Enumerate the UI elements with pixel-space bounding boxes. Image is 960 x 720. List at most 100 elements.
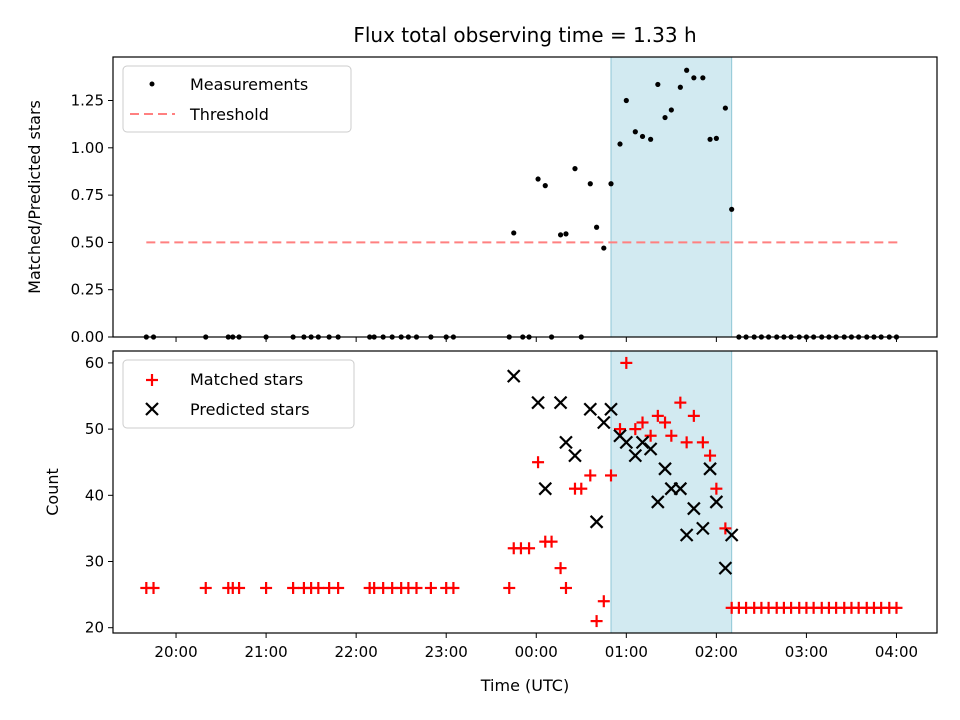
ratio-highlight-span [610, 56, 733, 338]
matched-star-point [719, 522, 732, 535]
count-legend-box [122, 359, 355, 429]
predicted-star-point [628, 448, 643, 463]
predicted-star-point [583, 402, 598, 417]
matched-star-point [503, 581, 516, 594]
count-x-tick-label: 02:00 [695, 643, 738, 661]
ratio-y-tick-label: 0.00 [71, 328, 104, 346]
matched-star-point [665, 429, 678, 442]
measurement-point [639, 133, 646, 140]
measurement-point [677, 84, 683, 90]
measurement-point [608, 181, 614, 187]
count-x-tick-label: 03:00 [785, 643, 828, 661]
matched-star-point [410, 581, 423, 594]
matched-star-point [523, 542, 536, 555]
measurement-point [557, 232, 564, 238]
count-x-tick-label: 00:00 [515, 643, 558, 661]
count-y-tick-label: 40 [85, 486, 104, 504]
ratio-y-tick-label: 1.00 [71, 139, 104, 157]
measurement-point [632, 129, 638, 135]
measurement-point [587, 181, 593, 187]
ratio-y-axis: 0.00 0.25 0.50 0.75 1.00 1.25 [71, 92, 113, 346]
predicted-star-point [619, 435, 634, 450]
predicted-star-point [553, 395, 568, 410]
count-x-tick-label: 04:00 [875, 643, 918, 661]
matched-star-point [597, 595, 610, 608]
legend-measurements-marker [149, 81, 155, 87]
matched-star-point [554, 562, 567, 575]
matched-star-point [575, 482, 588, 495]
matched-star-point [233, 581, 246, 594]
x-axis-label: Time (UTC) [480, 676, 569, 695]
measurement-point [668, 107, 674, 113]
measurement-point [563, 231, 569, 237]
ratio-y-tick-label: 0.50 [71, 233, 104, 251]
measurement-point [535, 176, 541, 182]
matched-star-point [199, 581, 212, 594]
matched-star-point [680, 436, 693, 449]
predicted-star-point [568, 448, 582, 463]
measurement-point [511, 230, 517, 236]
measurement-point [707, 136, 713, 142]
legend-matched-label: Matched stars [190, 370, 303, 389]
predicted-stars-points [506, 369, 739, 575]
matched-star-point [890, 601, 903, 614]
measurement-point [662, 114, 668, 121]
predicted-star-point [531, 395, 545, 410]
measurement-point [572, 166, 578, 172]
matched-star-point [674, 396, 687, 409]
matched-star-point [447, 581, 460, 594]
predicted-star-point [651, 495, 665, 509]
count-y-axis-label: Count [43, 468, 62, 516]
measurement-point [691, 75, 697, 81]
predicted-star-point [724, 528, 739, 542]
measurement-point [542, 183, 548, 189]
matched-star-point [687, 409, 700, 422]
count-x-tick-label: 22:00 [335, 643, 378, 661]
measurement-point [722, 105, 728, 111]
ratio-plot-frame [112, 56, 938, 338]
matched-star-point [332, 581, 345, 594]
matched-star-point [651, 409, 664, 422]
count-x-axis: 20:00 21:00 22:00 23:00 00:00 01:00 02:00 03:00… [154, 633, 918, 661]
matched-star-point [644, 429, 657, 442]
predicted-star-point [687, 501, 701, 516]
legend-matched-marker [146, 374, 158, 386]
legend-predicted-marker [145, 402, 159, 416]
count-y-tick-label: 60 [85, 354, 104, 372]
predicted-star-point [718, 561, 733, 575]
measurement-point [713, 135, 719, 141]
count-x-tick-label: 01:00 [605, 643, 648, 661]
predicted-star-point [658, 462, 672, 476]
count-y-tick-label: 50 [85, 420, 104, 438]
predicted-star-point [506, 369, 521, 383]
ratio-y-axis-label: Matched/Predicted stars [25, 100, 44, 294]
predicted-star-point [643, 442, 658, 456]
legend-measurements-label: Measurements [190, 75, 308, 94]
matched-star-point [605, 469, 618, 482]
predicted-star-point [538, 481, 553, 496]
chart-title: Flux total observing time = 1.33 h [353, 23, 696, 47]
measurement-points [143, 67, 900, 340]
matched-star-point [696, 436, 709, 449]
matched-star-point [636, 416, 649, 429]
predicted-star-point [696, 521, 710, 536]
ratio-x-ticks [175, 337, 897, 342]
ratio-legend-box [122, 65, 352, 133]
matched-star-point [590, 615, 603, 628]
measurement-point [623, 97, 629, 104]
ratio-legend: Measurements Threshold [122, 65, 352, 133]
measurement-point [729, 206, 735, 212]
predicted-star-point [589, 515, 604, 529]
measurement-point [655, 81, 661, 88]
predicted-star-point [597, 415, 611, 430]
measurement-point [700, 75, 706, 81]
count-x-tick-label: 23:00 [425, 643, 468, 661]
legend-threshold-label: Threshold [189, 105, 269, 124]
matched-star-point [147, 581, 160, 594]
ratio-y-tick-label: 0.25 [71, 281, 104, 299]
count-panel: 20 30 40 50 60 20:00 21:00 22:00 23:00 00:00 01:0… [43, 350, 938, 695]
measurement-point [684, 67, 690, 73]
ratio-y-tick-label: 1.25 [71, 92, 104, 110]
predicted-star-point [604, 402, 618, 417]
count-legend: Matched stars Predicted stars [122, 359, 355, 429]
